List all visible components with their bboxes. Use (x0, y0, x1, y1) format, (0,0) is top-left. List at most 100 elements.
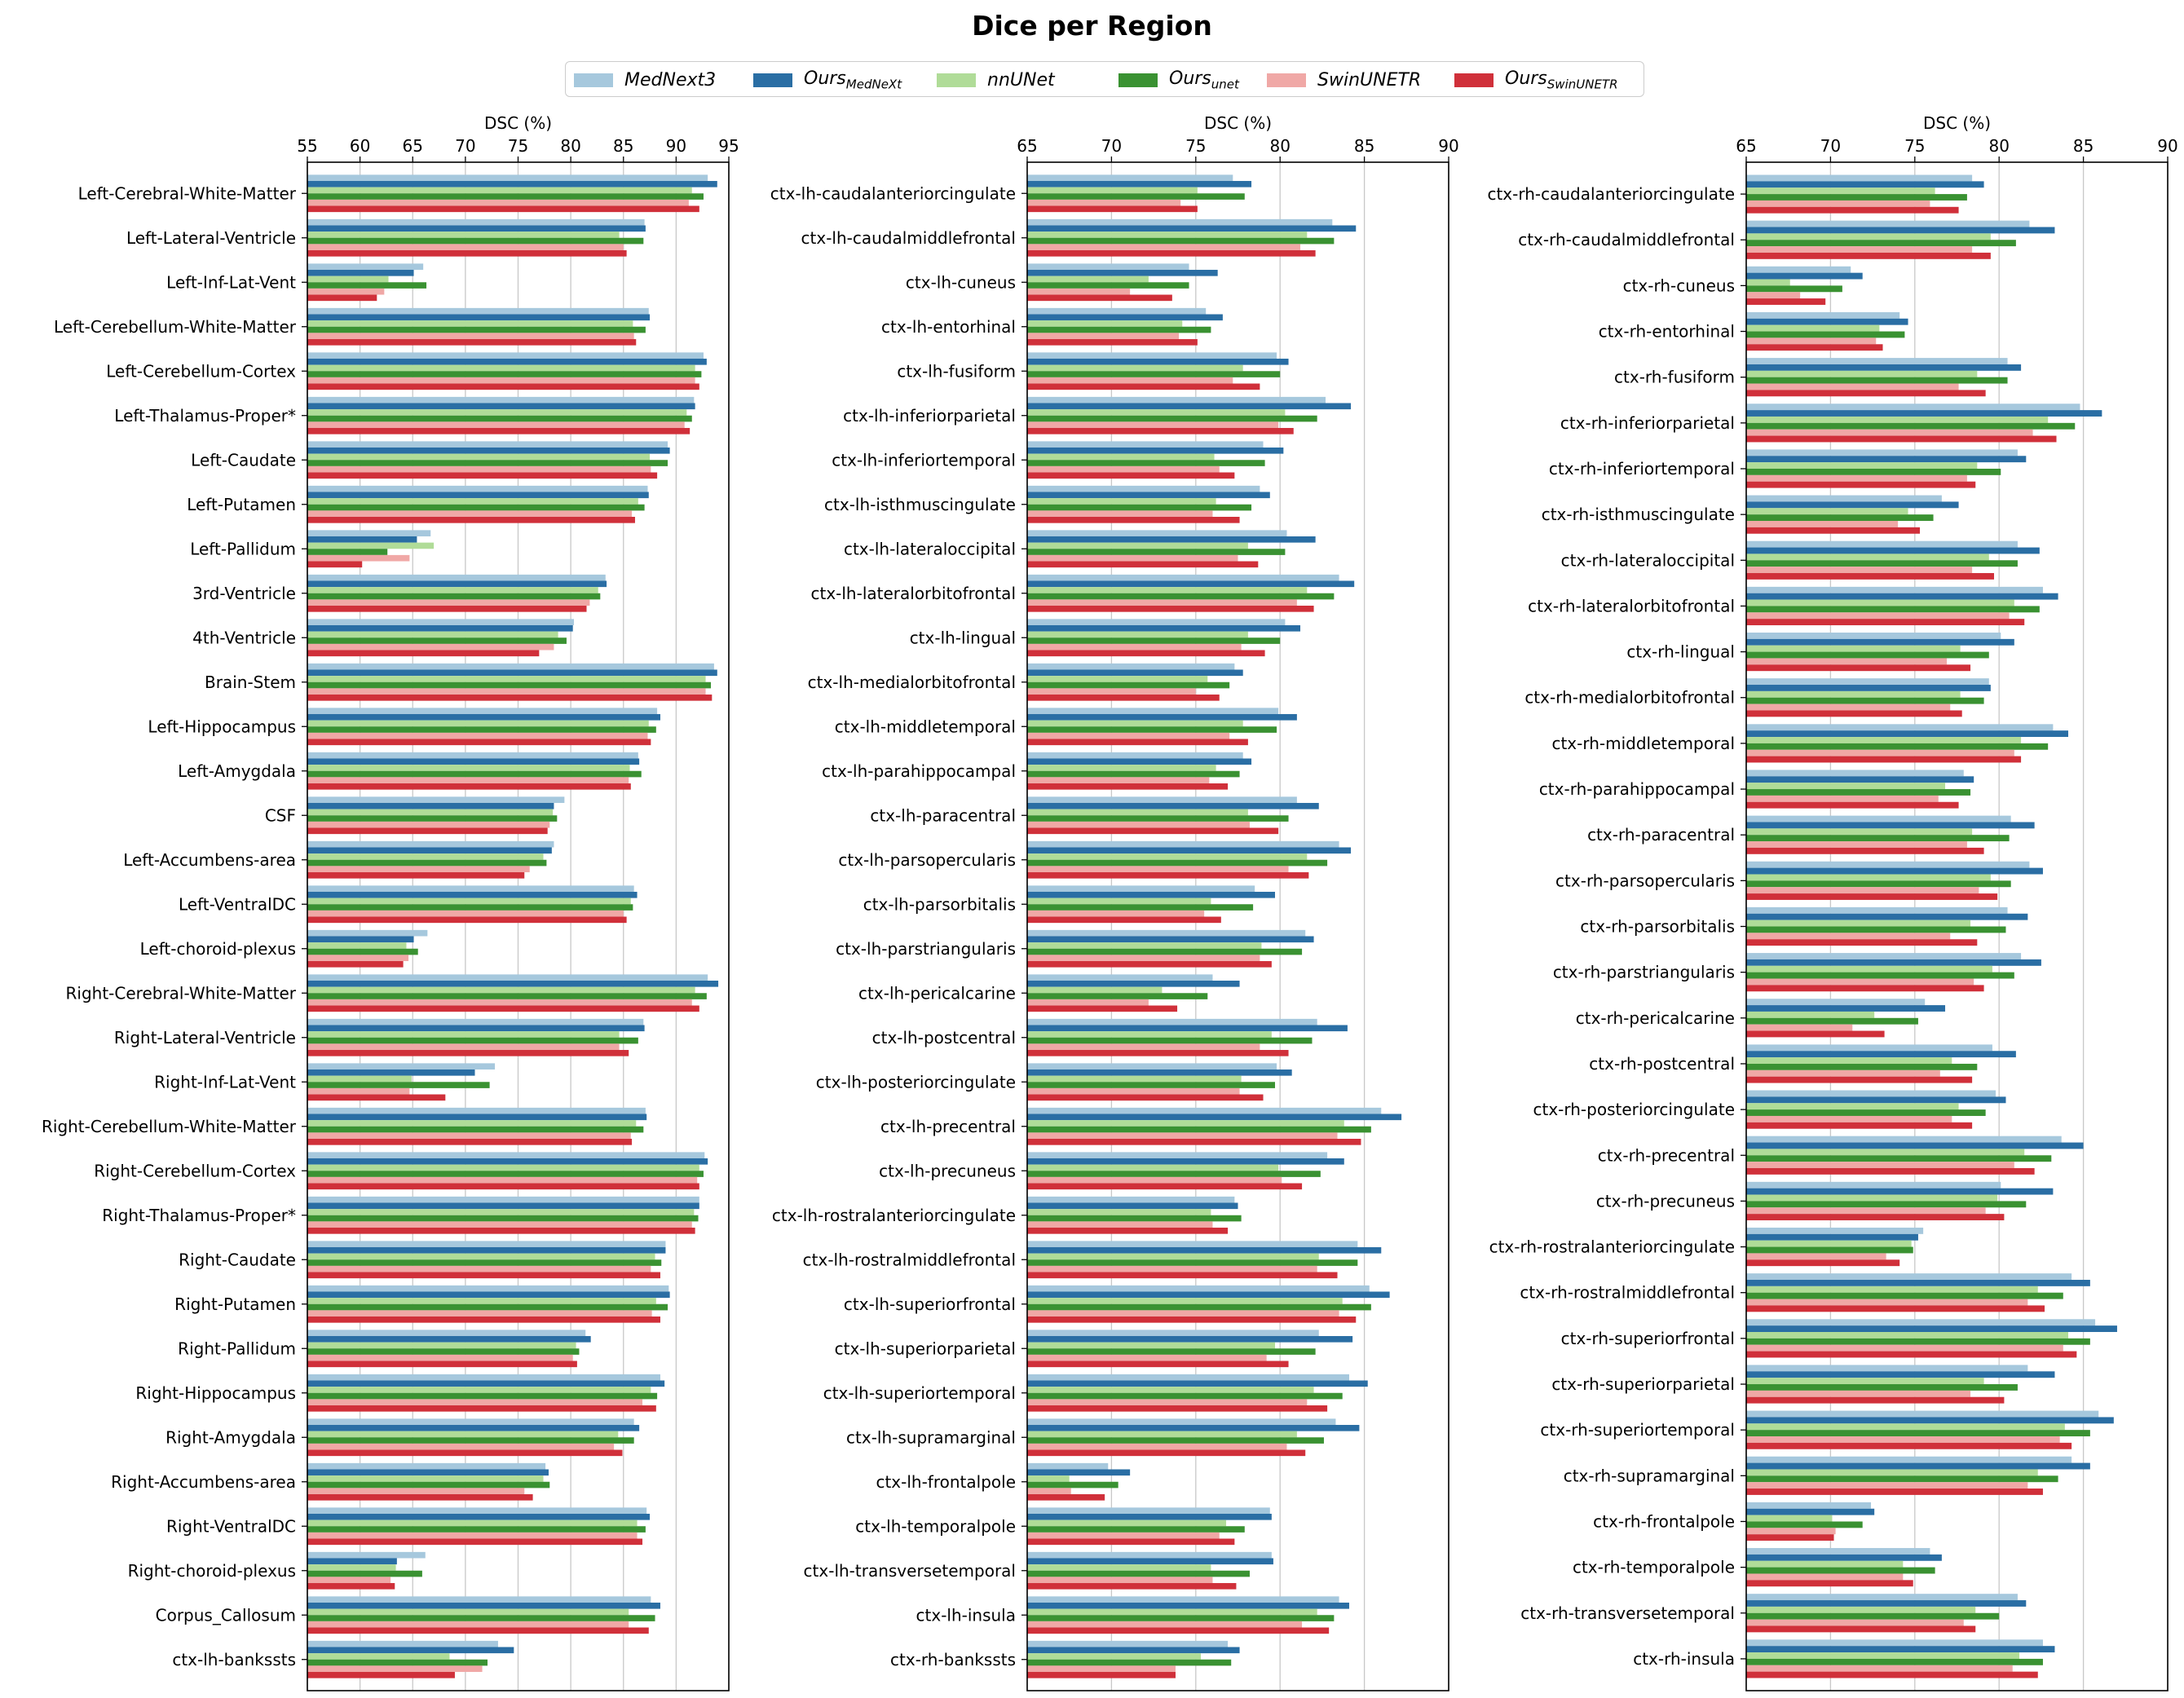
bar-mednext3 (1027, 1152, 1328, 1158)
bar-mednext3 (307, 663, 714, 670)
bar-ours-swinunetr (1027, 1272, 1338, 1279)
bar-ours-unet (1027, 460, 1265, 466)
bar-ours-swinunetr (307, 205, 699, 213)
bar-ours-unet (307, 1082, 490, 1088)
bar-ours-mednext (307, 1602, 660, 1609)
y-tick-label: ctx-rh-medialorbitofrontal (1524, 688, 1735, 708)
bar-mednext3 (1746, 633, 2001, 639)
bar-mednext3 (1746, 770, 1964, 777)
bar-mednext3 (1027, 663, 1235, 670)
bar-nnunet (1746, 1606, 1976, 1613)
bar-ours-mednext (307, 358, 707, 365)
bar-ours-unet (1027, 637, 1281, 644)
bar-ours-swinunetr (307, 517, 635, 523)
bar-ours-mednext (307, 1246, 666, 1254)
bar-swinunetr (1027, 1443, 1287, 1450)
y-tick-label: Left-Caudate (191, 450, 296, 470)
legend-label-subscript: SwinUNETR (1546, 77, 1618, 92)
y-tick-label: ctx-rh-middletemporal (1551, 734, 1735, 753)
bar-ours-swinunetr (1027, 1449, 1306, 1457)
bar-swinunetr (307, 1577, 391, 1584)
bar-ours-swinunetr (1746, 1534, 1834, 1541)
bar-swinunetr (1027, 288, 1131, 295)
y-tick-label: Left-Lateral-Ventricle (126, 228, 296, 248)
x-tick-label: 75 (1185, 136, 1206, 156)
bar-mednext3 (1027, 174, 1233, 181)
bar-ours-mednext (307, 1069, 475, 1076)
bar-ours-unet (1027, 193, 1245, 200)
bar-ours-unet (1027, 1348, 1316, 1355)
bar-nnunet (1746, 920, 1971, 927)
bar-ours-swinunetr (1027, 1317, 1357, 1323)
bar-ours-swinunetr (1027, 1050, 1289, 1056)
bar-mednext3 (1746, 724, 2054, 731)
bar-swinunetr (1746, 520, 1899, 527)
bar-ours-unet (1027, 770, 1240, 778)
legend-label-text: nnUNet (987, 69, 1055, 90)
bar-ours-unet (1027, 1526, 1245, 1533)
bar-nnunet (1746, 1286, 2038, 1293)
bar-mednext3 (1027, 1063, 1277, 1070)
bar-nnunet (1746, 187, 1935, 195)
bar-swinunetr (1027, 599, 1297, 606)
bar-ours-mednext (1027, 1025, 1348, 1032)
bar-ours-swinunetr (1027, 606, 1314, 612)
bar-nnunet (1027, 409, 1286, 416)
bar-ours-mednext (1027, 1469, 1131, 1476)
bar-ours-mednext (307, 802, 554, 809)
bar-mednext3 (1746, 815, 2011, 823)
bar-swinunetr (1746, 612, 2010, 620)
y-tick-label: ctx-lh-isthmuscingulate (824, 495, 1016, 514)
bar-ours-mednext (1746, 1371, 2055, 1378)
bar-ours-mednext (1746, 867, 2043, 875)
bar-ours-swinunetr (307, 695, 713, 701)
bar-mednext3 (307, 619, 575, 625)
bar-mednext3 (1746, 1181, 2001, 1189)
y-tick-label: Left-Amygdala (178, 761, 296, 781)
bar-mednext3 (307, 840, 554, 848)
bar-mednext3 (307, 263, 424, 270)
bar-ours-swinunetr (1746, 1580, 1913, 1587)
bar-nnunet (307, 720, 649, 727)
bar-nnunet (1746, 508, 1908, 515)
bar-nnunet (1027, 1164, 1279, 1171)
bar-ours-mednext (1027, 1647, 1240, 1654)
bar-ours-unet (1746, 1475, 2058, 1483)
bar-ours-swinunetr (1027, 1583, 1237, 1590)
bar-mednext3 (307, 1596, 651, 1603)
bar-mednext3 (1027, 1507, 1270, 1514)
bar-swinunetr (307, 377, 695, 384)
bar-mednext3 (1027, 1374, 1349, 1381)
legend-item: nnUNet (937, 62, 1055, 98)
bar-ours-mednext (1027, 1558, 1273, 1565)
x-tick-label: 90 (666, 136, 686, 156)
y-tick-label: Left-choroid-plexus (140, 939, 296, 959)
bar-mednext3 (307, 974, 708, 981)
x-tick-label: 60 (350, 136, 370, 156)
bar-mednext3 (1746, 540, 2018, 548)
legend-item: Oursunet (1118, 62, 1239, 98)
y-tick-label: ctx-lh-bankssts (172, 1650, 296, 1669)
bar-swinunetr (1027, 1577, 1213, 1584)
bar-ours-unet (307, 1303, 668, 1311)
bar-swinunetr (1027, 1621, 1303, 1628)
bar-ours-unet (1027, 1126, 1371, 1133)
bar-ours-mednext (1027, 1380, 1368, 1387)
bar-ours-unet (1746, 1246, 1913, 1254)
bar-ours-mednext (1027, 891, 1275, 898)
bar-swinunetr (1027, 244, 1301, 251)
bar-ours-swinunetr (1746, 893, 1998, 900)
bar-ours-unet (307, 770, 642, 778)
bar-nnunet (1027, 1475, 1070, 1482)
bar-swinunetr (1027, 1310, 1339, 1317)
bar-ours-unet (307, 1392, 658, 1400)
bar-ours-unet (1746, 789, 1971, 796)
bar-ours-mednext (1027, 225, 1357, 232)
bar-ours-unet (307, 859, 547, 867)
bar-ours-mednext (1746, 1554, 1942, 1561)
bar-nnunet (1027, 187, 1198, 194)
bar-swinunetr (1027, 333, 1180, 340)
x-tick-label: 65 (1736, 136, 1756, 156)
bar-swinunetr (1027, 821, 1250, 828)
